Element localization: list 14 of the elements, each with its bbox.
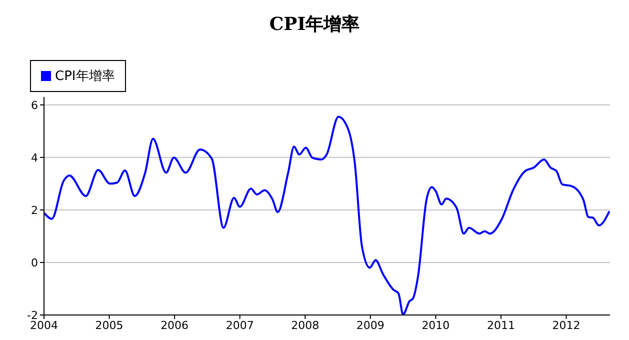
- chart-title: CPI年增率: [268, 13, 361, 36]
- y-tick-label: 0: [31, 256, 38, 270]
- x-tick-label: 2008: [291, 318, 320, 332]
- x-tick-label: 2007: [226, 318, 254, 332]
- x-tick-label: 2009: [356, 318, 384, 332]
- x-tick-label: 2012: [552, 318, 580, 332]
- x-tick-label: 2010: [422, 318, 450, 332]
- x-tick-label: 2011: [486, 318, 515, 332]
- y-tick-label: 6: [31, 98, 38, 112]
- x-tick-label: 2005: [95, 318, 124, 332]
- y-tick-label: 4: [31, 151, 38, 164]
- legend-label: CPI年增率: [55, 68, 115, 85]
- y-tick-label: 2: [31, 204, 38, 217]
- x-tick-label: 2006: [160, 318, 189, 332]
